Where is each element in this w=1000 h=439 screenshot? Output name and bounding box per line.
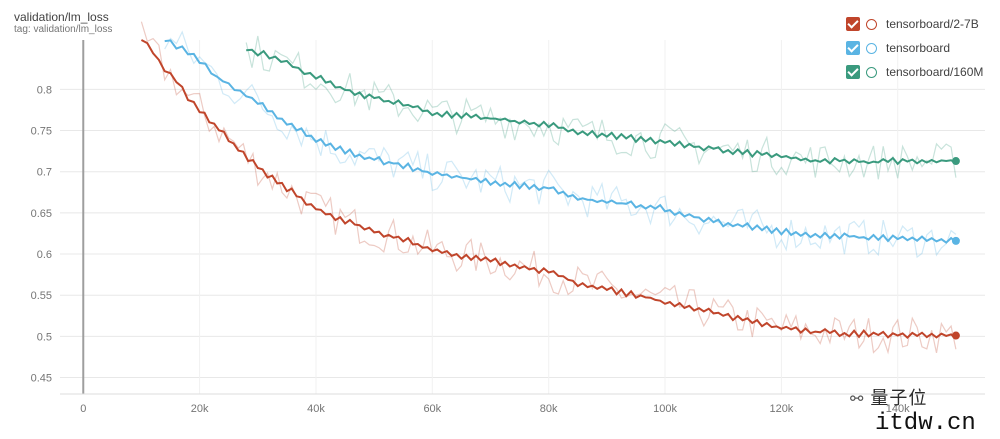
checkbox-icon[interactable]: [846, 41, 860, 55]
ring-icon: [866, 18, 877, 30]
y-tick-label: 0.8: [37, 84, 52, 96]
chart-title: validation/lm_loss: [14, 10, 109, 24]
series-end-point: [951, 331, 960, 340]
checkbox-icon[interactable]: [846, 65, 860, 79]
axes: 0.45 0.5 0.55 0.6 0.65 0.7 0.75 0.8 0 20k 40k 60k 80…: [31, 40, 985, 415]
series-raw-line: [245, 35, 957, 180]
legend-label: tensorboard/2-7B: [886, 17, 979, 31]
checkbox-icon[interactable]: [846, 17, 860, 31]
series-line: [246, 48, 957, 166]
x-tick-label: 140k: [886, 403, 910, 415]
wechat-icon: ⚯: [850, 391, 865, 408]
chart-subtitle: tag: validation/lm_loss: [14, 24, 113, 36]
y-tick-label: 0.55: [31, 290, 52, 302]
x-tick-label: 0: [80, 403, 86, 415]
legend-label: tensorboard/160M: [886, 65, 984, 79]
ring-icon: [866, 66, 877, 78]
series-layer: [140, 21, 960, 355]
y-tick-label: 0.5: [37, 331, 52, 343]
legend-item-2-7b[interactable]: tensorboard/2-7B: [846, 12, 983, 36]
watermark: ⚯ 量子位: [850, 384, 927, 410]
x-tick-label: 120k: [769, 403, 793, 415]
series-end-point: [951, 236, 960, 245]
series-line: [164, 39, 957, 244]
chart-header: validation/lm_loss tag: validation/lm_lo…: [14, 10, 112, 36]
legend: tensorboard/2-7B tensorboard tensorboard…: [846, 12, 983, 84]
legend-label: tensorboard: [886, 41, 951, 55]
x-tick-label: 100k: [653, 403, 677, 415]
series-end-point: [951, 157, 960, 166]
y-tick-label: 0.7: [37, 167, 52, 179]
series-raw-line: [164, 30, 957, 259]
series-raw-line: [140, 21, 957, 355]
site-watermark: itdw.cn: [875, 410, 976, 437]
x-tick-label: 80k: [540, 403, 558, 415]
series-line: [140, 39, 957, 340]
y-tick-label: 0.75: [31, 126, 52, 138]
y-tick-label: 0.6: [37, 249, 52, 261]
watermark-text: 量子位: [870, 388, 928, 408]
x-tick-label: 60k: [423, 403, 441, 415]
ring-icon: [866, 42, 877, 54]
legend-item-160m[interactable]: tensorboard/160M: [846, 60, 983, 84]
x-tick-label: 20k: [191, 403, 209, 415]
y-tick-label: 0.65: [31, 208, 52, 220]
y-tick-label: 0.45: [31, 373, 52, 385]
legend-item-tensorboard[interactable]: tensorboard: [846, 36, 983, 60]
x-tick-label: 40k: [307, 403, 325, 415]
